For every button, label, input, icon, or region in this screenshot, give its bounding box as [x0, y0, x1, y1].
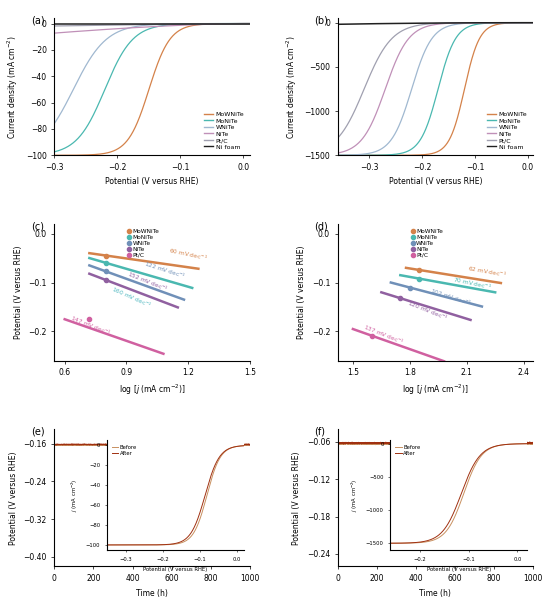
Text: (b): (b): [314, 15, 328, 26]
Y-axis label: Current density (mA cm$^{-2}$): Current density (mA cm$^{-2}$): [6, 35, 20, 139]
Text: 60 mV dec$^{-1}$: 60 mV dec$^{-1}$: [168, 245, 208, 262]
Text: 122 mV dec$^{-1}$: 122 mV dec$^{-1}$: [143, 259, 187, 281]
Text: 102 mV dec$^{-1}$: 102 mV dec$^{-1}$: [429, 286, 473, 308]
X-axis label: Potential (V versus RHE): Potential (V versus RHE): [388, 177, 482, 186]
Text: (c): (c): [31, 221, 44, 231]
Y-axis label: Current density (mA cm$^{-2}$): Current density (mA cm$^{-2}$): [285, 35, 299, 139]
X-axis label: Time (h): Time (h): [136, 588, 168, 597]
Text: (f): (f): [314, 427, 325, 437]
Text: 147 mV dec$^{-1}$: 147 mV dec$^{-1}$: [69, 314, 112, 339]
Text: (d): (d): [314, 221, 328, 231]
Text: 137 mV dec$^{-1}$: 137 mV dec$^{-1}$: [362, 323, 406, 347]
Text: 160 mV dec$^{-1}$: 160 mV dec$^{-1}$: [110, 284, 153, 310]
Legend: MoWNiTe, MoNiTe, WNiTe, NiTe, Pt/C, Ni foam: MoWNiTe, MoNiTe, WNiTe, NiTe, Pt/C, Ni f…: [485, 109, 530, 152]
Text: 70 mV dec$^{-1}$: 70 mV dec$^{-1}$: [452, 275, 492, 292]
Y-axis label: Potential (V versus RHE): Potential (V versus RHE): [292, 451, 301, 544]
Y-axis label: Potential (V versus RHE): Potential (V versus RHE): [297, 245, 306, 339]
X-axis label: Time (h): Time (h): [419, 588, 452, 597]
Legend: MoWNiTe, MoNiTe, WNiTe, NiTe, Pt/C: MoWNiTe, MoNiTe, WNiTe, NiTe, Pt/C: [409, 227, 445, 260]
Text: 152 mV dec$^{-1}$: 152 mV dec$^{-1}$: [126, 270, 170, 295]
Text: 120 mV dec$^{-1}$: 120 mV dec$^{-1}$: [406, 298, 449, 323]
Y-axis label: Potential (V versus RHE): Potential (V versus RHE): [14, 245, 23, 339]
X-axis label: log [$j$ (mA cm$^{-2}$)]: log [$j$ (mA cm$^{-2}$)]: [119, 383, 186, 398]
Legend: MoWNiTe, MoNiTe, WNiTe, NiTe, Pt/C: MoWNiTe, MoNiTe, WNiTe, NiTe, Pt/C: [126, 227, 162, 260]
Text: (a): (a): [31, 15, 45, 26]
X-axis label: Potential (V versus RHE): Potential (V versus RHE): [106, 177, 199, 186]
Legend: MoWNiTe, MoNiTe, WNiTe, NiTe, Pt/C, Ni foam: MoWNiTe, MoNiTe, WNiTe, NiTe, Pt/C, Ni f…: [201, 109, 246, 152]
Text: 62 mV dec$^{-1}$: 62 mV dec$^{-1}$: [467, 264, 507, 280]
Text: (e): (e): [31, 427, 45, 437]
X-axis label: log [$j$ (mA cm$^{-2}$)]: log [$j$ (mA cm$^{-2}$)]: [402, 383, 469, 398]
Y-axis label: Potential (V versus RHE): Potential (V versus RHE): [9, 451, 18, 544]
